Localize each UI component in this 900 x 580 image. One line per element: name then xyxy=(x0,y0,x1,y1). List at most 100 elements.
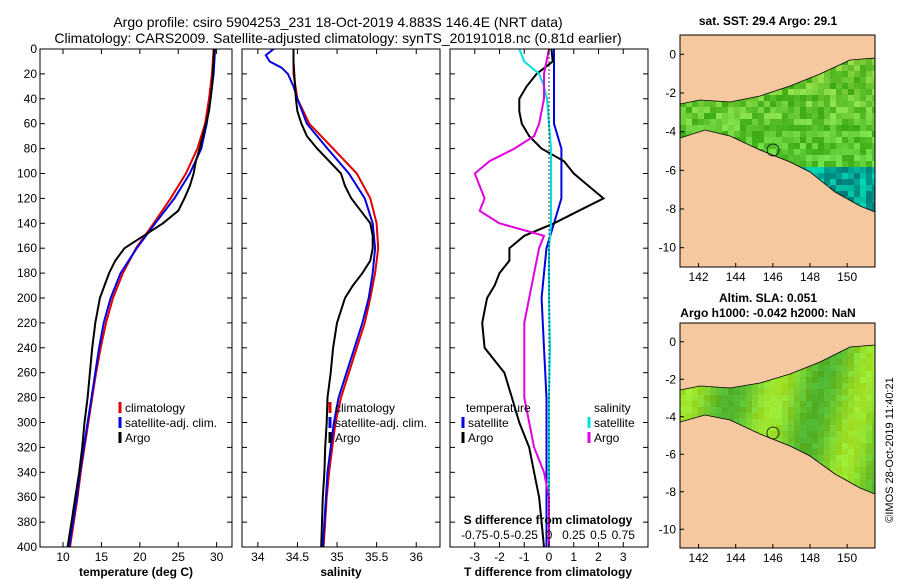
heatmap-cell xyxy=(758,131,764,137)
heatmap-cell xyxy=(812,389,818,395)
heatmap-cell xyxy=(866,485,872,491)
heatmap-cell xyxy=(830,143,836,149)
x-tick-label: 10 xyxy=(56,550,70,564)
heatmap-cell xyxy=(836,377,842,383)
x-tick-label: 35.5 xyxy=(365,550,389,564)
heatmap-cell xyxy=(776,107,782,113)
heatmap-cell xyxy=(806,83,812,89)
heatmap-cell xyxy=(860,173,866,179)
heatmap-cell xyxy=(842,467,848,473)
heatmap-cell xyxy=(704,101,710,107)
heatmap-cell xyxy=(830,461,836,467)
heatmap-cell xyxy=(860,485,866,491)
heatmap-cell xyxy=(770,113,776,119)
heatmap-cell xyxy=(854,395,860,401)
heatmap-cell xyxy=(800,161,806,167)
heatmap-cell xyxy=(752,425,758,431)
heatmap-cell xyxy=(860,179,866,185)
heatmap-cell xyxy=(842,77,848,83)
heatmap-cell xyxy=(860,155,866,161)
heatmap-cell xyxy=(860,113,866,119)
heatmap-cell xyxy=(848,197,854,203)
heatmap-cell xyxy=(866,365,872,371)
heatmap-cell xyxy=(758,401,764,407)
heatmap-cell xyxy=(680,113,686,119)
heatmap-cell xyxy=(866,107,872,113)
heatmap-cell xyxy=(698,125,704,131)
heatmap-cell xyxy=(686,125,692,131)
heatmap-cell xyxy=(800,107,806,113)
map-y-tick-label: -2 xyxy=(665,86,676,100)
heatmap-cell xyxy=(788,125,794,131)
heatmap-cell xyxy=(872,65,875,71)
heatmap-cell xyxy=(752,131,758,137)
heatmap-cell xyxy=(770,407,776,413)
map-y-tick-label: -10 xyxy=(659,241,677,255)
sla-title-line2: Argo h1000: -0.042 h2000: NaN xyxy=(680,306,855,320)
heatmap-cell xyxy=(752,395,758,401)
heatmap-cell xyxy=(824,365,830,371)
heatmap-cell xyxy=(830,407,836,413)
heatmap-cell xyxy=(788,383,794,389)
heatmap-cell xyxy=(824,155,830,161)
heatmap-cell xyxy=(872,191,875,197)
heatmap-cell xyxy=(818,395,824,401)
heatmap-cell xyxy=(842,401,848,407)
heatmap-cell xyxy=(746,101,752,107)
y-tick-label: 160 xyxy=(17,241,37,255)
heatmap-cell xyxy=(746,419,752,425)
heatmap-cell xyxy=(788,113,794,119)
heatmap-cell xyxy=(818,173,824,179)
heatmap-cell xyxy=(812,131,818,137)
heatmap-cell xyxy=(746,407,752,413)
heatmap-cell xyxy=(728,119,734,125)
heatmap-cell xyxy=(848,125,854,131)
heatmap-cell xyxy=(848,359,854,365)
heatmap-cell xyxy=(746,383,752,389)
heatmap-cell xyxy=(848,347,854,353)
heatmap-cell xyxy=(752,413,758,419)
heatmap-cell xyxy=(842,365,848,371)
heatmap-cell xyxy=(830,437,836,443)
heatmap-cell xyxy=(860,407,866,413)
heatmap-cell xyxy=(734,131,740,137)
heatmap-cell xyxy=(860,59,866,65)
heatmap-cell xyxy=(842,455,848,461)
heatmap-cell xyxy=(842,95,848,101)
heatmap-cell xyxy=(752,101,758,107)
heatmap-cell xyxy=(788,425,794,431)
heatmap-cell xyxy=(686,119,692,125)
s-tick-label: -0.5 xyxy=(489,528,510,542)
heatmap-cell xyxy=(848,365,854,371)
heatmap-cell xyxy=(824,419,830,425)
heatmap-cell xyxy=(836,359,842,365)
heatmap-cell xyxy=(788,119,794,125)
heatmap-cell xyxy=(866,479,872,485)
heatmap-cell xyxy=(860,101,866,107)
title-line1: Argo profile: csiro 5904253_231 18-Oct-2… xyxy=(113,14,562,30)
heatmap-cell xyxy=(776,407,782,413)
heatmap-cell xyxy=(740,137,746,143)
heatmap-cell xyxy=(776,395,782,401)
heatmap-cell xyxy=(776,131,782,137)
heatmap-cell xyxy=(758,419,764,425)
sst-map-ticks: 142 144 146 148 150 0 -2 -4 -6 -8 -10 xyxy=(659,47,858,284)
imos-credit: ©IMOS 28-Oct-2019 11:40:21 xyxy=(884,377,896,522)
heatmap-cell xyxy=(872,101,875,107)
heatmap-cell xyxy=(872,419,875,425)
heatmap-cell xyxy=(872,59,875,65)
heatmap-cell xyxy=(800,113,806,119)
heatmap-cell xyxy=(854,59,860,65)
map-x-tick-label: 148 xyxy=(800,551,820,565)
heatmap-cell xyxy=(866,455,872,461)
heatmap-cell xyxy=(824,149,830,155)
heatmap-cell xyxy=(872,389,875,395)
heatmap-cell xyxy=(866,407,872,413)
heatmap-cell xyxy=(830,389,836,395)
series-line-temperature-argo xyxy=(481,49,606,547)
heatmap-cell xyxy=(866,431,872,437)
heatmap-cell xyxy=(782,419,788,425)
heatmap-cell xyxy=(848,95,854,101)
heatmap-cell xyxy=(842,407,848,413)
heatmap-cell xyxy=(776,389,782,395)
